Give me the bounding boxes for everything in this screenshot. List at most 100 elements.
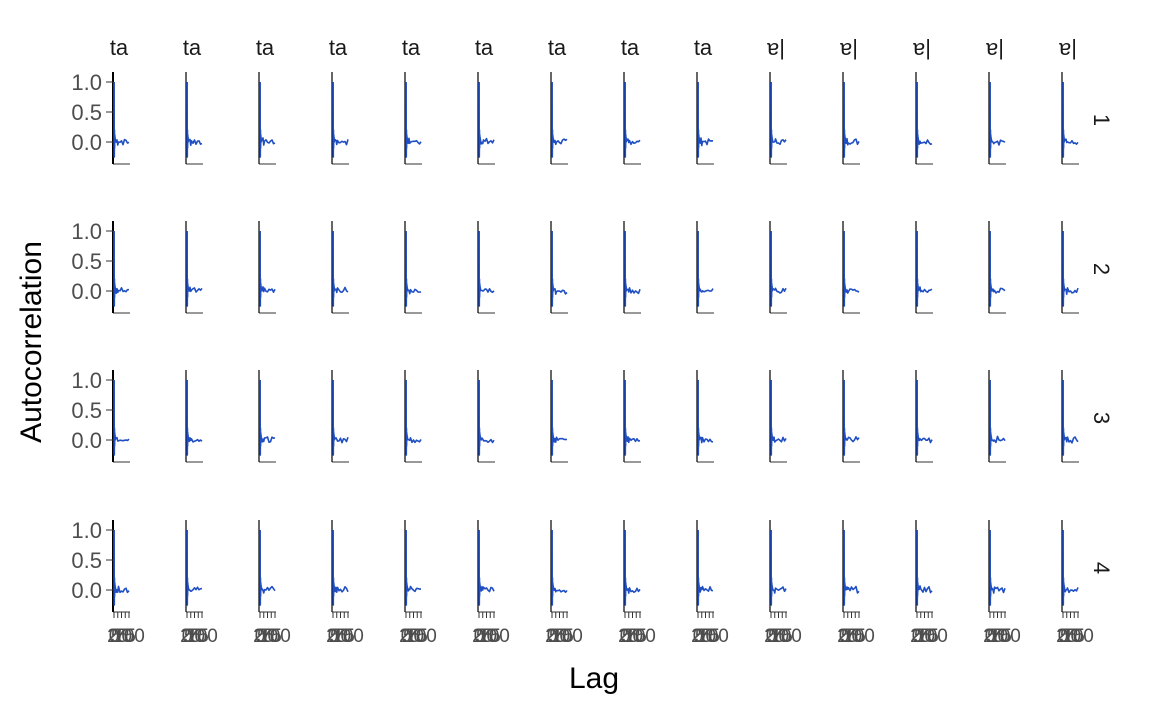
facet-panel <box>258 221 276 314</box>
x-tick-label: 0 <box>547 626 558 647</box>
facet-panel <box>112 370 130 463</box>
facet-panel <box>550 221 568 314</box>
x-tick-label: 50 <box>476 626 497 647</box>
acf-series-line <box>478 230 495 307</box>
facet-strip-top: ta <box>475 35 494 60</box>
x-tick-label: 25 <box>691 626 712 647</box>
x-tick-label: 75 <box>845 626 866 647</box>
facet-strip-right: 1 <box>1089 114 1114 126</box>
x-tick-label: 50 <box>549 626 570 647</box>
facet-panel <box>477 221 495 314</box>
acf-series-line <box>1062 529 1079 606</box>
x-tick-label: 25 <box>326 626 347 647</box>
x-tick-label: 75 <box>991 626 1012 647</box>
acf-series-line <box>770 81 787 158</box>
facet-panel <box>1061 72 1079 165</box>
acf-series-line <box>916 379 933 456</box>
x-tick-label: 100 <box>916 626 948 647</box>
acf-series-line <box>697 81 714 158</box>
x-tick-label: 0 <box>109 626 120 647</box>
facet-panel <box>623 72 641 165</box>
facet-panel <box>769 520 787 613</box>
x-tick-label: 25 <box>764 626 785 647</box>
facet-strip-top: ɐ| <box>767 35 785 60</box>
y-tick-label: 1.0 <box>71 368 102 393</box>
x-tick-label: 25 <box>983 626 1004 647</box>
acf-series-line <box>770 529 787 606</box>
acf-series-line <box>186 529 203 606</box>
facet-panel <box>404 520 422 613</box>
facet-panel <box>915 520 933 613</box>
acf-series-line <box>624 230 641 307</box>
x-tick-label: 25 <box>545 626 566 647</box>
y-tick-label: 0.5 <box>71 249 102 274</box>
facet-panel <box>112 72 130 165</box>
x-tick-label: 50 <box>184 626 205 647</box>
facet-panel <box>185 370 203 463</box>
y-tick-label: 0.5 <box>71 398 102 423</box>
x-tick-label: 100 <box>624 626 656 647</box>
facet-panel <box>623 520 641 613</box>
x-tick-label: 50 <box>695 626 716 647</box>
acf-series-line <box>989 81 1006 158</box>
facet-panel <box>842 221 860 314</box>
facet-strip-top: ɐ| <box>1059 35 1077 60</box>
x-tick-label: 75 <box>115 626 136 647</box>
y-tick-label: 1.0 <box>71 219 102 244</box>
facet-panel <box>696 520 714 613</box>
x-tick-label: 0 <box>839 626 850 647</box>
acf-series-line <box>551 379 568 456</box>
acf-series-line <box>1062 230 1079 307</box>
x-tick-label: 75 <box>772 626 793 647</box>
acf-series-line <box>843 230 860 307</box>
y-tick-label: 0.5 <box>71 548 102 573</box>
facet-panel <box>988 370 1006 463</box>
x-tick-label: 75 <box>188 626 209 647</box>
x-tick-label: 100 <box>113 626 145 647</box>
facet-panel <box>331 221 349 314</box>
facet-panel <box>258 520 276 613</box>
facet-panel <box>185 72 203 165</box>
x-tick-label: 0 <box>401 626 412 647</box>
x-tick-label: 100 <box>989 626 1021 647</box>
facet-strip-top: ta <box>256 35 275 60</box>
facet-panel <box>185 520 203 613</box>
acf-series-line <box>405 379 422 456</box>
x-tick-label: 100 <box>259 626 291 647</box>
facet-strip-top: ɐ| <box>986 35 1004 60</box>
acf-series-line <box>551 230 568 307</box>
facet-strip-top: ta <box>694 35 713 60</box>
acf-series-line <box>916 230 933 307</box>
facet-panel <box>550 72 568 165</box>
acf-series-line <box>989 379 1006 456</box>
x-tick-label: 50 <box>914 626 935 647</box>
acf-series-line <box>843 529 860 606</box>
x-tick-label: 75 <box>699 626 720 647</box>
facet-strip-top: ta <box>621 35 640 60</box>
acf-series-line <box>113 81 130 158</box>
x-axis-title: Lag <box>569 662 619 695</box>
acf-series-line <box>259 379 276 456</box>
x-tick-label: 100 <box>186 626 218 647</box>
acf-series-line <box>113 379 130 456</box>
y-tick-label: 0.0 <box>71 279 102 304</box>
facet-panel <box>769 221 787 314</box>
x-tick-label: 25 <box>107 626 128 647</box>
facet-panel <box>331 72 349 165</box>
x-tick-label: 75 <box>553 626 574 647</box>
facet-panel <box>1061 221 1079 314</box>
facet-panel <box>915 72 933 165</box>
acf-series-line <box>697 379 714 456</box>
x-tick-label: 25 <box>618 626 639 647</box>
x-tick-label: 75 <box>1064 626 1085 647</box>
x-tick-label: 100 <box>551 626 583 647</box>
x-tick-label: 100 <box>1062 626 1094 647</box>
acf-series-line <box>551 529 568 606</box>
acf-series-line <box>259 230 276 307</box>
facet-panel <box>842 72 860 165</box>
facet-panel <box>988 520 1006 613</box>
acf-series-line <box>186 230 203 307</box>
acf-series-line <box>1062 379 1079 456</box>
acf-series-line <box>113 230 130 307</box>
facet-panel <box>477 370 495 463</box>
